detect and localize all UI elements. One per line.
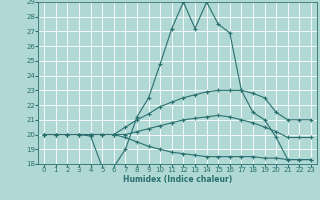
X-axis label: Humidex (Indice chaleur): Humidex (Indice chaleur) xyxy=(123,175,232,184)
